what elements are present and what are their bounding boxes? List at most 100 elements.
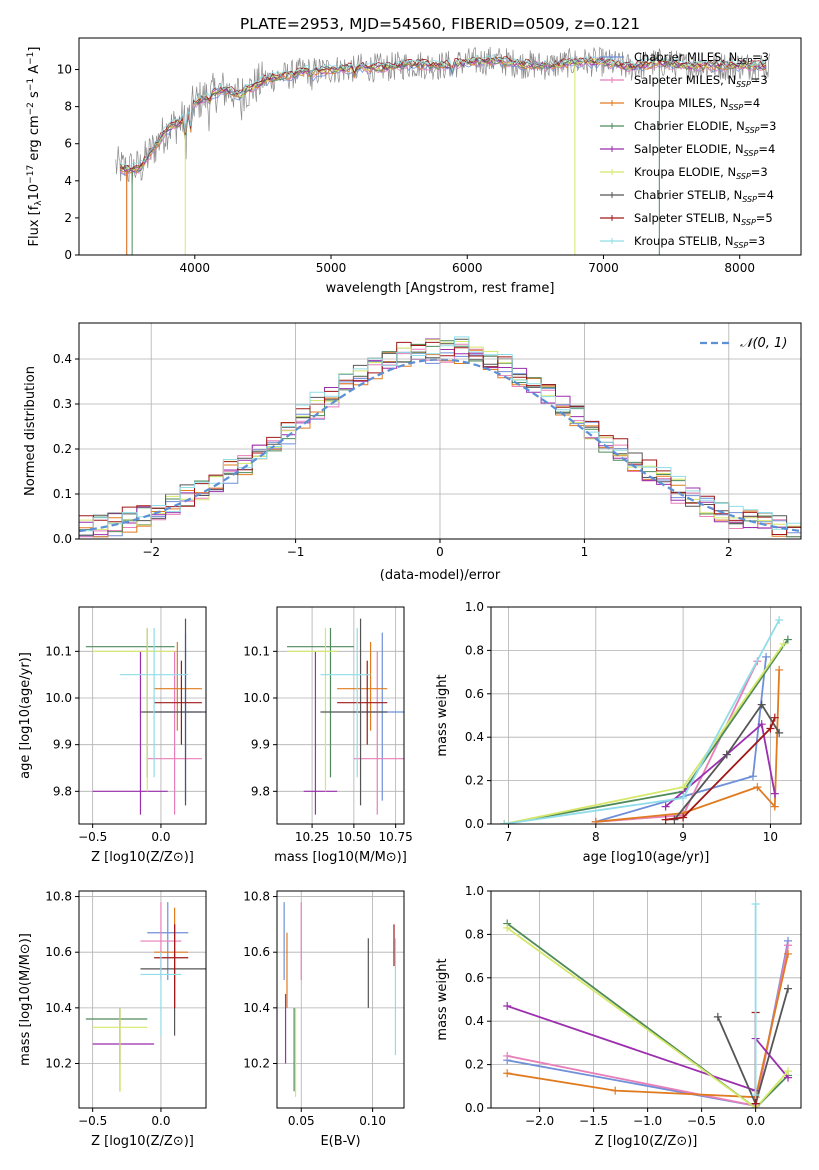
y-tick-label: 0.4 xyxy=(53,352,72,366)
x-tick-label: −1.5 xyxy=(579,1114,608,1128)
weight-point-salpeter-stelib xyxy=(766,724,775,733)
weight-point-kroupa-stelib xyxy=(775,616,784,625)
x-tick-label: −1.0 xyxy=(633,1114,662,1128)
legend-entry-normal: 𝒩(0, 1) xyxy=(740,336,787,351)
weight-point-salpeter-elodie xyxy=(770,789,779,798)
x-tick-label: −0.5 xyxy=(78,830,107,844)
weight-point-kroupa-stelib xyxy=(500,820,509,824)
x-tick-label: 7000 xyxy=(588,261,619,275)
legend-entry-salpeter-elodie: Salpeter ELODIE, NSSP=4 xyxy=(634,142,775,158)
x-axis-label: E(B-V) xyxy=(320,1134,360,1149)
x-tick-label: 5000 xyxy=(316,261,347,275)
weight-vs-age-panel: 7 8 9 10 0.0 0.2 0.4 0.6 0.8 1.0 age [log10(age/yr… xyxy=(435,600,802,865)
weight-point-kroupa-miles xyxy=(753,783,762,792)
y-tick-label: 10.6 xyxy=(243,945,270,959)
weight-point-salpeter-stelib xyxy=(679,813,688,822)
legend-entry-chabrier-miles: Chabrier MILES, NSSP=3 xyxy=(634,50,769,66)
axes-frame xyxy=(78,890,207,1109)
x-tick-label: 6000 xyxy=(452,261,483,275)
age-vs-mass-panel: 10.25 10.50 10.75 9.8 9.9 10.0 10.1 mass [log10… xyxy=(243,606,413,865)
weight-line-kroupa-miles xyxy=(507,953,789,1099)
weight-line-chabrier-elodie xyxy=(503,638,789,824)
y-tick-label: 0.6 xyxy=(465,971,484,985)
weight-point-salpeter-stelib xyxy=(770,713,779,722)
y-tick-label: 1.0 xyxy=(465,600,484,614)
weight-point-chabrier-miles xyxy=(762,652,771,661)
x-tick-label: −2 xyxy=(142,545,160,559)
legend-entry-chabrier-stelib: Chabrier STELIB, NSSP=4 xyxy=(634,188,774,204)
weight-point-chabrier-stelib xyxy=(713,1012,722,1021)
y-tick-label: 10.8 xyxy=(243,890,270,904)
y-tick-label: 0.1 xyxy=(53,487,72,501)
legend-entry-kroupa-miles: Kroupa MILES, NSSP=4 xyxy=(634,96,760,112)
x-tick-label: 8 xyxy=(592,830,600,844)
y-tick-label: 9.8 xyxy=(53,784,72,798)
weight-point-chabrier-stelib xyxy=(757,700,766,709)
weight-point-salpeter-miles xyxy=(503,1051,512,1060)
y-axis-label: age [log10(age/yr)] xyxy=(18,652,33,779)
y-tick-label: 0.8 xyxy=(465,927,484,941)
weight-point-kroupa-elodie xyxy=(679,783,688,792)
x-tick-label: 8000 xyxy=(724,261,755,275)
x-tick-label: 0.0 xyxy=(746,1114,765,1128)
y-tick-label: 1.0 xyxy=(465,884,484,898)
plot-area xyxy=(503,900,793,1108)
weight-point-kroupa-stelib xyxy=(679,793,688,802)
weight-point-kroupa-elodie xyxy=(784,1067,793,1076)
y-tick-label: 0.2 xyxy=(465,774,484,788)
legend-entry-chabrier-elodie: Chabrier ELODIE, NSSP=3 xyxy=(634,119,776,135)
x-tick-label: 0.0 xyxy=(151,830,170,844)
legend-entry-kroupa-stelib: Kroupa STELIB, NSSP=3 xyxy=(634,234,765,250)
y-tick-label: 10.0 xyxy=(45,691,72,705)
weight-line-salpeter-elodie xyxy=(665,722,776,808)
x-axis-label: Z [log10(Z/Z⊙)] xyxy=(595,1134,698,1149)
weight-point-kroupa-miles xyxy=(770,802,779,811)
weight-point-salpeter-elodie xyxy=(503,1002,512,1011)
weight-point-kroupa-elodie xyxy=(779,639,788,648)
y-tick-label: 0.6 xyxy=(465,687,484,701)
y-tick-label: 9.9 xyxy=(53,738,72,752)
y-tick-label: 0.3 xyxy=(53,397,72,411)
x-tick-label: 10.50 xyxy=(337,830,371,844)
x-axis-label: mass [log10(M/M⊙)] xyxy=(274,850,407,865)
y-tick-label: 0.0 xyxy=(465,1101,484,1115)
model-spectrum-salpeter-miles xyxy=(119,59,766,175)
model-spectrum-chabrier-stelib xyxy=(119,56,766,170)
x-tick-label: 10.75 xyxy=(378,830,412,844)
weight-line-kroupa-elodie xyxy=(506,927,789,1108)
axes-frame xyxy=(78,37,802,256)
x-axis-label: age [log10(age/yr)] xyxy=(583,850,710,865)
x-tick-label: 4000 xyxy=(180,261,211,275)
y-tick-label: 10.2 xyxy=(45,1056,72,1070)
y-axis-label: Flux [fλ10−17 erg cm−2 s−1 A−1] xyxy=(26,47,44,247)
y-tick-label: 10.1 xyxy=(45,644,72,658)
weight-vs-metallicity-panel: −2.0 −1.5 −1.0 −0.5 0.0 0.0 0.2 0.4 0.6 0.8 1.0 Z [… xyxy=(435,884,802,1149)
y-tick-label: 10.1 xyxy=(243,644,270,658)
weight-point-chabrier-stelib xyxy=(722,750,731,759)
y-tick-label: 0 xyxy=(64,248,72,262)
y-tick-label: 10.8 xyxy=(45,890,72,904)
weight-point-kroupa-miles xyxy=(611,1086,620,1095)
y-tick-label: 0.2 xyxy=(53,442,72,456)
y-axis-label: mass [log10(M/M⊙)] xyxy=(18,933,33,1066)
y-tick-label: 4 xyxy=(64,174,72,188)
weight-point-chabrier-stelib xyxy=(775,728,784,737)
weight-point-kroupa-miles xyxy=(775,665,784,674)
weight-point-chabrier-stelib xyxy=(784,984,793,993)
y-tick-label: 0.4 xyxy=(465,1014,484,1028)
y-tick-label: 0.8 xyxy=(465,643,484,657)
y-tick-label: 9.8 xyxy=(251,784,270,798)
x-tick-label: −0.5 xyxy=(78,1114,107,1128)
x-tick-label: 0.05 xyxy=(288,1114,315,1128)
axes-frame xyxy=(276,890,405,1109)
axes-frame xyxy=(276,606,405,825)
y-tick-label: 6 xyxy=(64,137,72,151)
plot-area xyxy=(287,618,404,815)
model-spectrum-kroupa-stelib xyxy=(119,53,766,171)
x-tick-label: −2.0 xyxy=(525,1114,554,1128)
weight-line-chabrier-stelib xyxy=(673,702,780,821)
axes-frame xyxy=(490,606,802,825)
y-tick-label: 10.2 xyxy=(243,1056,270,1070)
age-vs-metallicity-panel: −0.5 0.0 9.8 9.9 10.0 10.1 Z [log10(Z/Z⊙)] age … xyxy=(18,606,207,865)
y-tick-label: 2 xyxy=(64,211,72,225)
